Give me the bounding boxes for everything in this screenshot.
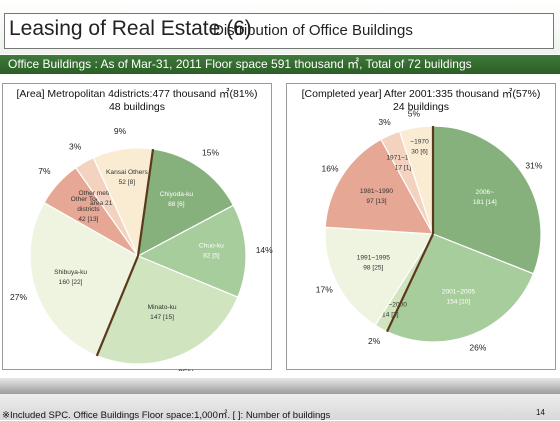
slice-label-1-6: ~1970 30 [6] xyxy=(410,139,429,156)
year-pie-chart: 2006~ 181 [14] 31% 2001~2005 154 [10] 26% 1996… xyxy=(316,109,543,353)
title-bar xyxy=(0,0,560,54)
pie-divider-0-0 xyxy=(136,148,155,257)
page-subtitle: Distribution of Office Buildings xyxy=(213,22,413,39)
slice-pct-0-2: 25% xyxy=(178,368,195,371)
year-chart-panel: [Completed year] After 2001:335 thousand… xyxy=(286,83,556,370)
slice-label-0-5: Other metropolitan area 21 [3] xyxy=(78,190,133,207)
area-chart-title: [Area] Metropolitan 4districts:477 thous… xyxy=(16,88,258,100)
pie-slice-1-0 xyxy=(432,125,542,275)
pie-slice-0-6 xyxy=(92,147,154,259)
pie-slice-1-1 xyxy=(386,233,535,343)
pie-slice-1-3 xyxy=(324,226,435,327)
year-chart-subtitle: 24 buildings xyxy=(392,101,450,113)
area-chart-panel: [Area] Metropolitan 4districts:477 thous… xyxy=(2,83,273,371)
slice-pct-1-3: 17% xyxy=(316,284,333,294)
summary-banner-text: Office Buildings : As of Mar-31, 2011 Fl… xyxy=(8,57,472,71)
slice-label-0-4: Other Tokyo districts 42 [13] xyxy=(71,196,107,223)
slice-pct-0-4: 7% xyxy=(38,166,51,176)
slice-pct-1-6: 5% xyxy=(408,109,421,119)
page-title: Leasing of Real Estate (6) xyxy=(9,17,252,40)
pie-divider-0-1 xyxy=(95,255,140,357)
title-frame xyxy=(4,13,554,49)
slice-pct-0-0: 15% xyxy=(202,148,219,158)
footer-bar xyxy=(0,378,560,420)
year-chart-header: [Completed year] After 2001:335 thousand… xyxy=(287,84,555,114)
area-pie-chart: Chiyoda-ku 88 [6] 15% Chuo-ku 82 [5] 14% Minat… xyxy=(10,126,273,371)
slice-pct-1-0: 31% xyxy=(525,160,542,170)
pie-divider-1-1 xyxy=(386,233,434,333)
slice-pct-1-1: 26% xyxy=(469,343,486,353)
slice-label-0-6: Kansai Others 52 [8] xyxy=(106,169,148,186)
slice-label-1-3: 1991~1995 98 [25] xyxy=(357,254,391,271)
page-number: 14 xyxy=(536,408,545,417)
pie-slice-0-1 xyxy=(136,204,247,298)
slice-label-1-2: 1996~2000 14 [3] xyxy=(374,302,408,319)
pie-slice-0-0 xyxy=(137,148,235,258)
slice-pct-0-5: 3% xyxy=(69,141,82,151)
slice-pct-0-3: 27% xyxy=(10,292,27,302)
pie-slice-1-4 xyxy=(324,138,435,235)
slice-pct-1-5: 3% xyxy=(378,117,391,127)
slice-label-0-3: Shibuya-ku 160 [22] xyxy=(54,269,87,286)
pie-slice-0-2 xyxy=(96,255,239,365)
slice-pct-0-1: 14% xyxy=(256,245,273,255)
footnote: ※Included SPC. Office Buildings Floor sp… xyxy=(2,410,331,421)
slice-pct-1-4: 16% xyxy=(321,164,338,174)
slice-label-1-5: 1971~1980 17 [1] xyxy=(386,155,420,172)
slice-pct-1-2: 2% xyxy=(368,336,381,346)
footer-shade xyxy=(0,378,560,394)
slice-label-1-0: 2006~ 181 [14] xyxy=(473,189,497,206)
year-chart-title: [Completed year] After 2001:335 thousand… xyxy=(301,88,541,100)
slice-label-0-1: Chuo-ku 82 [5] xyxy=(199,242,224,259)
area-chart-header: [Area] Metropolitan 4districts:477 thous… xyxy=(3,84,271,114)
area-chart-subtitle: 48 buildings xyxy=(108,101,166,113)
slice-label-1-1: 2001~2005 154 [10] xyxy=(442,288,476,305)
slice-label-0-2: Minato-ku 147 [15] xyxy=(148,304,177,321)
summary-banner: Office Buildings : As of Mar-31, 2011 Fl… xyxy=(0,55,560,74)
slice-pct-0-6: 9% xyxy=(114,126,127,136)
slice-label-1-4: 1981~1990 97 [13] xyxy=(360,188,394,205)
slice-label-0-0: Chiyoda-ku 88 [6] xyxy=(160,191,194,208)
